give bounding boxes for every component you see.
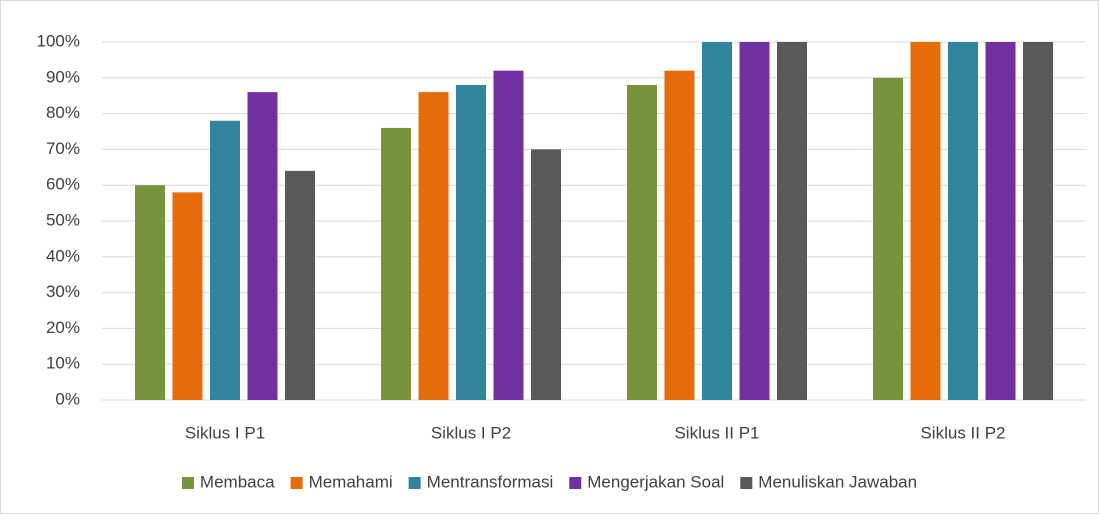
x-tick-label: Siklus II P1 bbox=[674, 423, 759, 442]
bar bbox=[627, 84, 657, 401]
legend-swatch bbox=[181, 477, 194, 489]
y-tick-label: 100% bbox=[37, 31, 80, 50]
legend-label: Menuliskan Jawaban bbox=[758, 472, 917, 491]
legend-label: Mengerjakan Soal bbox=[587, 472, 724, 491]
y-tick-label: 70% bbox=[46, 139, 80, 158]
legend-label: Memahami bbox=[309, 472, 393, 491]
bar bbox=[910, 42, 941, 400]
bar bbox=[172, 192, 203, 400]
y-tick-label: 50% bbox=[46, 210, 80, 229]
bar bbox=[702, 42, 732, 400]
legend-label: Mentransformasi bbox=[427, 472, 554, 491]
bar bbox=[985, 42, 1016, 400]
legend-swatch bbox=[740, 477, 753, 489]
y-tick-label: 90% bbox=[46, 67, 80, 86]
bar bbox=[739, 42, 770, 400]
bar bbox=[418, 92, 449, 401]
x-tick-label: Siklus I P2 bbox=[431, 423, 511, 442]
x-tick-label: Siklus I P1 bbox=[185, 423, 265, 442]
bar bbox=[531, 149, 561, 400]
bar bbox=[135, 185, 165, 400]
bar bbox=[777, 42, 807, 400]
bar bbox=[948, 42, 978, 400]
bar bbox=[247, 92, 278, 401]
x-tick-label: Siklus II P2 bbox=[920, 423, 1005, 442]
y-tick-label: 60% bbox=[46, 175, 80, 194]
bar bbox=[1023, 42, 1053, 400]
bar bbox=[210, 120, 240, 400]
legend-swatch bbox=[569, 477, 582, 489]
bar bbox=[664, 70, 695, 400]
bar bbox=[873, 77, 903, 401]
y-tick-label: 10% bbox=[46, 354, 80, 373]
bar bbox=[456, 84, 486, 401]
bar bbox=[285, 170, 315, 400]
legend-swatch bbox=[290, 477, 303, 489]
y-tick-label: 80% bbox=[46, 103, 80, 122]
legend-swatch bbox=[408, 477, 421, 489]
legend-label: Membaca bbox=[200, 472, 275, 491]
y-tick-label: 40% bbox=[46, 246, 80, 265]
y-tick-label: 20% bbox=[46, 318, 80, 337]
bar bbox=[493, 70, 524, 400]
bar bbox=[381, 127, 411, 401]
y-tick-label: 0% bbox=[55, 389, 80, 408]
y-tick-label: 30% bbox=[46, 282, 80, 301]
